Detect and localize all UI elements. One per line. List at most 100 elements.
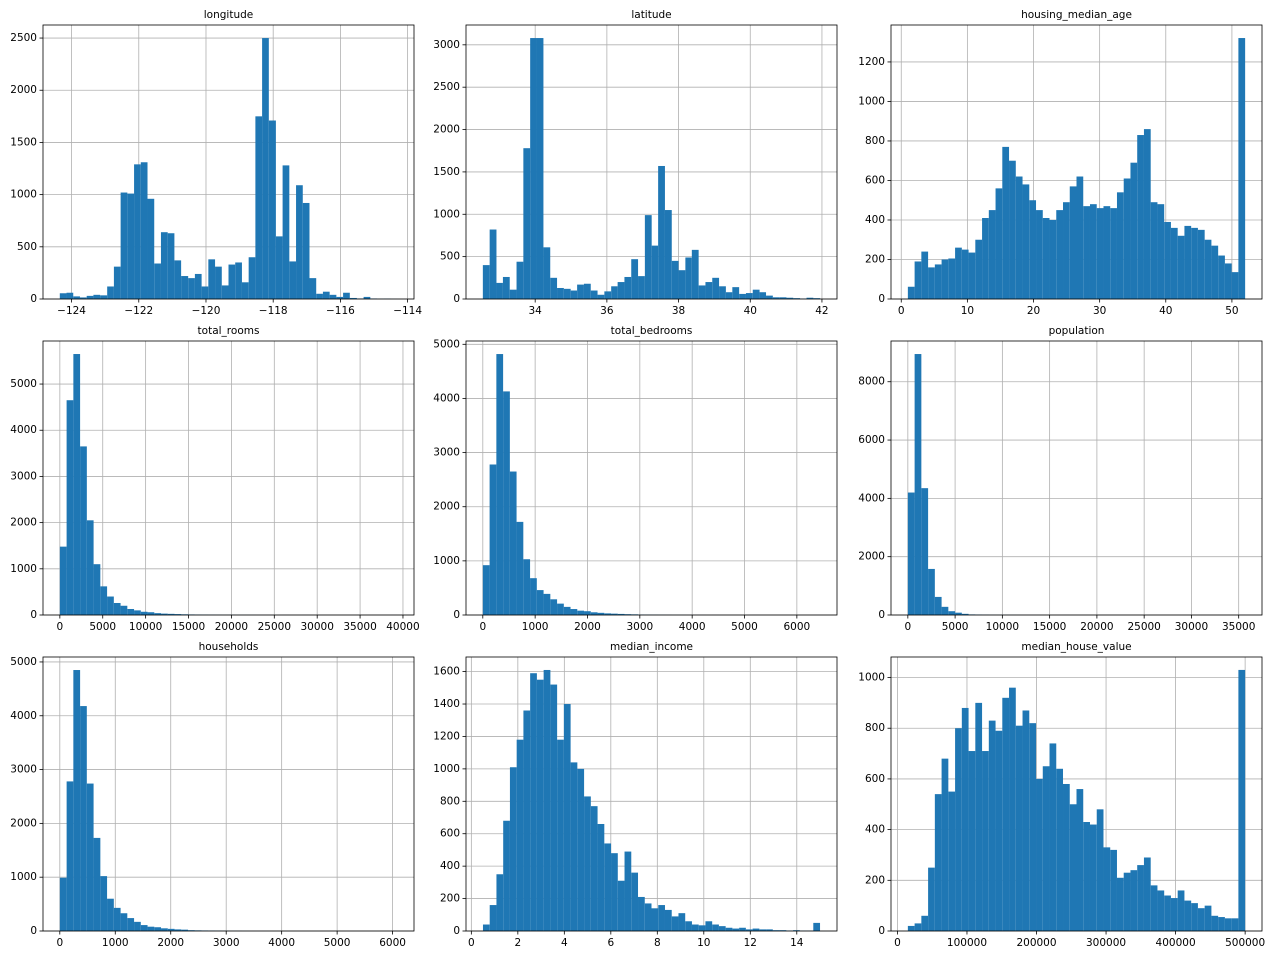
bar (530, 673, 537, 931)
bar (174, 929, 182, 931)
bar (955, 728, 962, 931)
chart-title: latitude (631, 9, 671, 21)
bar (1056, 210, 1064, 299)
bar (73, 296, 80, 299)
bar (201, 286, 209, 299)
x-tick-label: 5000 (324, 937, 351, 949)
bar (914, 261, 922, 299)
bar (1009, 687, 1016, 931)
bar (543, 593, 551, 615)
bar (79, 297, 87, 299)
bar (188, 278, 195, 299)
bar (523, 148, 531, 299)
bar (968, 252, 976, 299)
y-tick-label: 1200 (858, 56, 885, 68)
bar (961, 707, 969, 931)
bar (309, 278, 317, 299)
bar (779, 930, 787, 931)
bar (523, 559, 531, 615)
bar (928, 867, 935, 931)
bar (995, 730, 1003, 931)
x-tick-label: 10000 (986, 621, 1019, 633)
bar (1042, 218, 1050, 299)
y-tick-label: 800 (440, 795, 460, 807)
x-tick-label: 0 (479, 621, 486, 633)
bar (93, 294, 101, 299)
bar (961, 613, 969, 615)
bar (120, 192, 128, 299)
bar (107, 596, 114, 615)
chart-title: households (199, 641, 259, 653)
bar (329, 294, 337, 299)
bar (66, 400, 74, 615)
x-tick-label: 8 (654, 937, 661, 949)
bar (1123, 872, 1131, 931)
y-tick-label: 5000 (10, 656, 37, 668)
axes-frame (890, 656, 1263, 932)
bar (658, 165, 665, 299)
bar (563, 288, 571, 299)
bar (93, 564, 101, 615)
bar (806, 297, 814, 299)
x-tick-label: 10 (961, 305, 974, 317)
bar (597, 294, 605, 299)
bar (1036, 778, 1043, 931)
bar (1211, 915, 1219, 931)
bar (1002, 697, 1010, 931)
bar (154, 613, 162, 615)
bar (624, 614, 632, 615)
y-tick-label: 2000 (433, 124, 460, 136)
bar (1197, 908, 1205, 931)
bar (215, 266, 222, 299)
x-tick-label: 0 (904, 621, 911, 633)
bar (644, 215, 652, 299)
bar (1116, 192, 1124, 299)
x-tick-label: 6 (607, 937, 614, 949)
bar (712, 924, 719, 931)
bar (907, 492, 915, 615)
bar (282, 165, 290, 299)
bar (1022, 710, 1030, 931)
bar (705, 921, 713, 931)
x-tick-label: 15000 (172, 621, 205, 633)
bar (268, 120, 276, 299)
bar (1022, 184, 1030, 299)
y-tick-label: 3000 (10, 470, 37, 482)
y-tick-label: 2000 (10, 84, 37, 96)
bar (543, 669, 551, 931)
bar (147, 926, 155, 931)
bar (914, 923, 922, 931)
bar (739, 927, 746, 931)
bar (907, 286, 915, 299)
axes-frame (42, 656, 415, 932)
y-tick-label: 200 (865, 253, 885, 265)
x-tick-label: 2000 (574, 621, 601, 633)
bar (255, 116, 263, 299)
bar (1143, 857, 1151, 931)
bar (638, 896, 645, 931)
y-tick-label: 4000 (10, 424, 37, 436)
bar (752, 289, 760, 299)
bar (235, 262, 242, 299)
x-tick-label: −124 (57, 305, 86, 317)
y-tick-label: 0 (878, 609, 885, 621)
bar (127, 918, 135, 931)
axes-frame (42, 24, 415, 300)
bar (563, 606, 571, 615)
x-tick-label: 0 (56, 937, 63, 949)
bar (107, 286, 114, 299)
x-tick-label: 6000 (783, 621, 810, 633)
y-tick-label: 1400 (433, 698, 460, 710)
bar (732, 287, 740, 299)
bar (86, 783, 94, 931)
bar (1211, 245, 1219, 299)
bar (1191, 227, 1198, 299)
bar (719, 286, 726, 299)
bar (59, 546, 67, 615)
bar (611, 286, 618, 299)
bar (725, 292, 733, 299)
bar (982, 751, 989, 931)
bar (725, 927, 733, 931)
bar (496, 874, 504, 931)
y-tick-label: 1500 (10, 136, 37, 148)
